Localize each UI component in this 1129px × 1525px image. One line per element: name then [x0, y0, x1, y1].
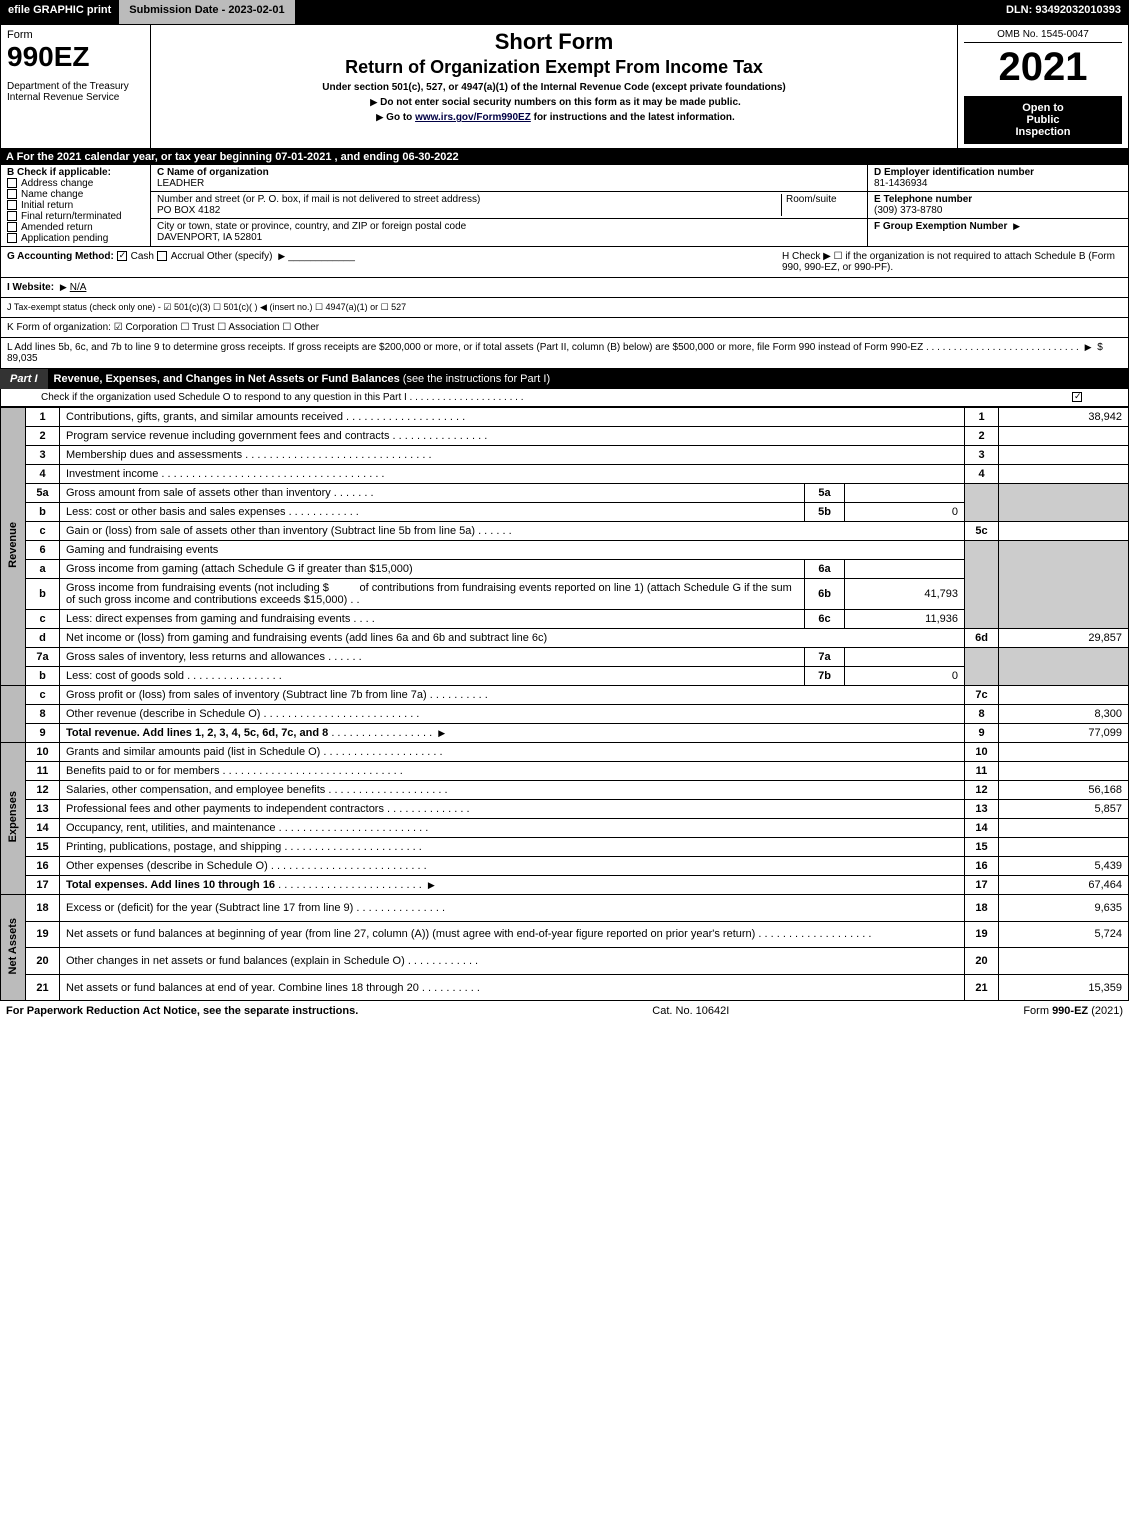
form-number: 990EZ [7, 41, 144, 73]
bullet-goto: Go to www.irs.gov/Form990EZ for instruct… [157, 112, 951, 123]
tax-year: 2021 [964, 45, 1122, 90]
line-k-form-org: K Form of organization: ☑ Corporation ☐ … [1, 317, 1128, 337]
org-name: LEADHER [157, 178, 204, 189]
part-1-header: Part I Revenue, Expenses, and Changes in… [0, 369, 1129, 389]
top-bar: efile GRAPHIC print Submission Date - 20… [0, 0, 1129, 24]
irs-label: Internal Revenue Service [7, 92, 144, 103]
title-main: Return of Organization Exempt From Incom… [157, 57, 951, 78]
section-b-checkboxes: B Check if applicable: Address change Na… [1, 165, 151, 246]
line-h-schedule-b: H Check ▶ ☐ if the organization is not r… [782, 251, 1122, 273]
line-i-website: I Website: N/A [1, 277, 1128, 297]
phone: (309) 373-8780 [874, 205, 942, 216]
page-footer: For Paperwork Reduction Act Notice, see … [0, 1001, 1129, 1021]
side-expenses: Expenses [7, 771, 19, 862]
part-1-checkline: Check if the organization used Schedule … [0, 389, 1129, 407]
open-public-inspection: Open toPublicInspection [964, 96, 1122, 144]
submission-date: Submission Date - 2023-02-01 [119, 0, 296, 24]
form-label: Form [7, 29, 144, 41]
bullet-ssn: Do not enter social security numbers on … [157, 97, 951, 108]
dln-label: DLN: 93492032010393 [998, 0, 1129, 24]
irs-link[interactable]: www.irs.gov/Form990EZ [415, 112, 531, 123]
org-city: DAVENPORT, IA 52801 [157, 232, 262, 243]
side-revenue: Revenue [7, 502, 19, 588]
omb-number: OMB No. 1545-0047 [964, 29, 1122, 43]
line-j-tax-exempt: J Tax-exempt status (check only one) - ☑… [1, 297, 1128, 317]
line-l-gross-receipts: L Add lines 5b, 6c, and 7b to line 9 to … [1, 337, 1128, 368]
org-address: PO BOX 4182 [157, 205, 220, 216]
dept-treasury: Department of the Treasury [7, 81, 144, 92]
title-short-form: Short Form [157, 29, 951, 55]
section-c-org: C Name of organizationLEADHER Number and… [151, 165, 868, 246]
side-net-assets: Net Assets [7, 898, 19, 994]
line-g-accounting: G Accounting Method: Cash Accrual Other … [7, 251, 782, 273]
ein: 81-1436934 [874, 178, 927, 189]
section-a-tax-year: A For the 2021 calendar year, or tax yea… [0, 149, 1129, 165]
section-d-e-f: D Employer identification number81-14369… [868, 165, 1128, 246]
form-header: Form 990EZ Department of the Treasury In… [0, 24, 1129, 149]
efile-print-label[interactable]: efile GRAPHIC print [0, 0, 119, 24]
revenue-table: Revenue 1Contributions, gifts, grants, a… [0, 407, 1129, 1001]
subtitle: Under section 501(c), 527, or 4947(a)(1)… [157, 82, 951, 93]
